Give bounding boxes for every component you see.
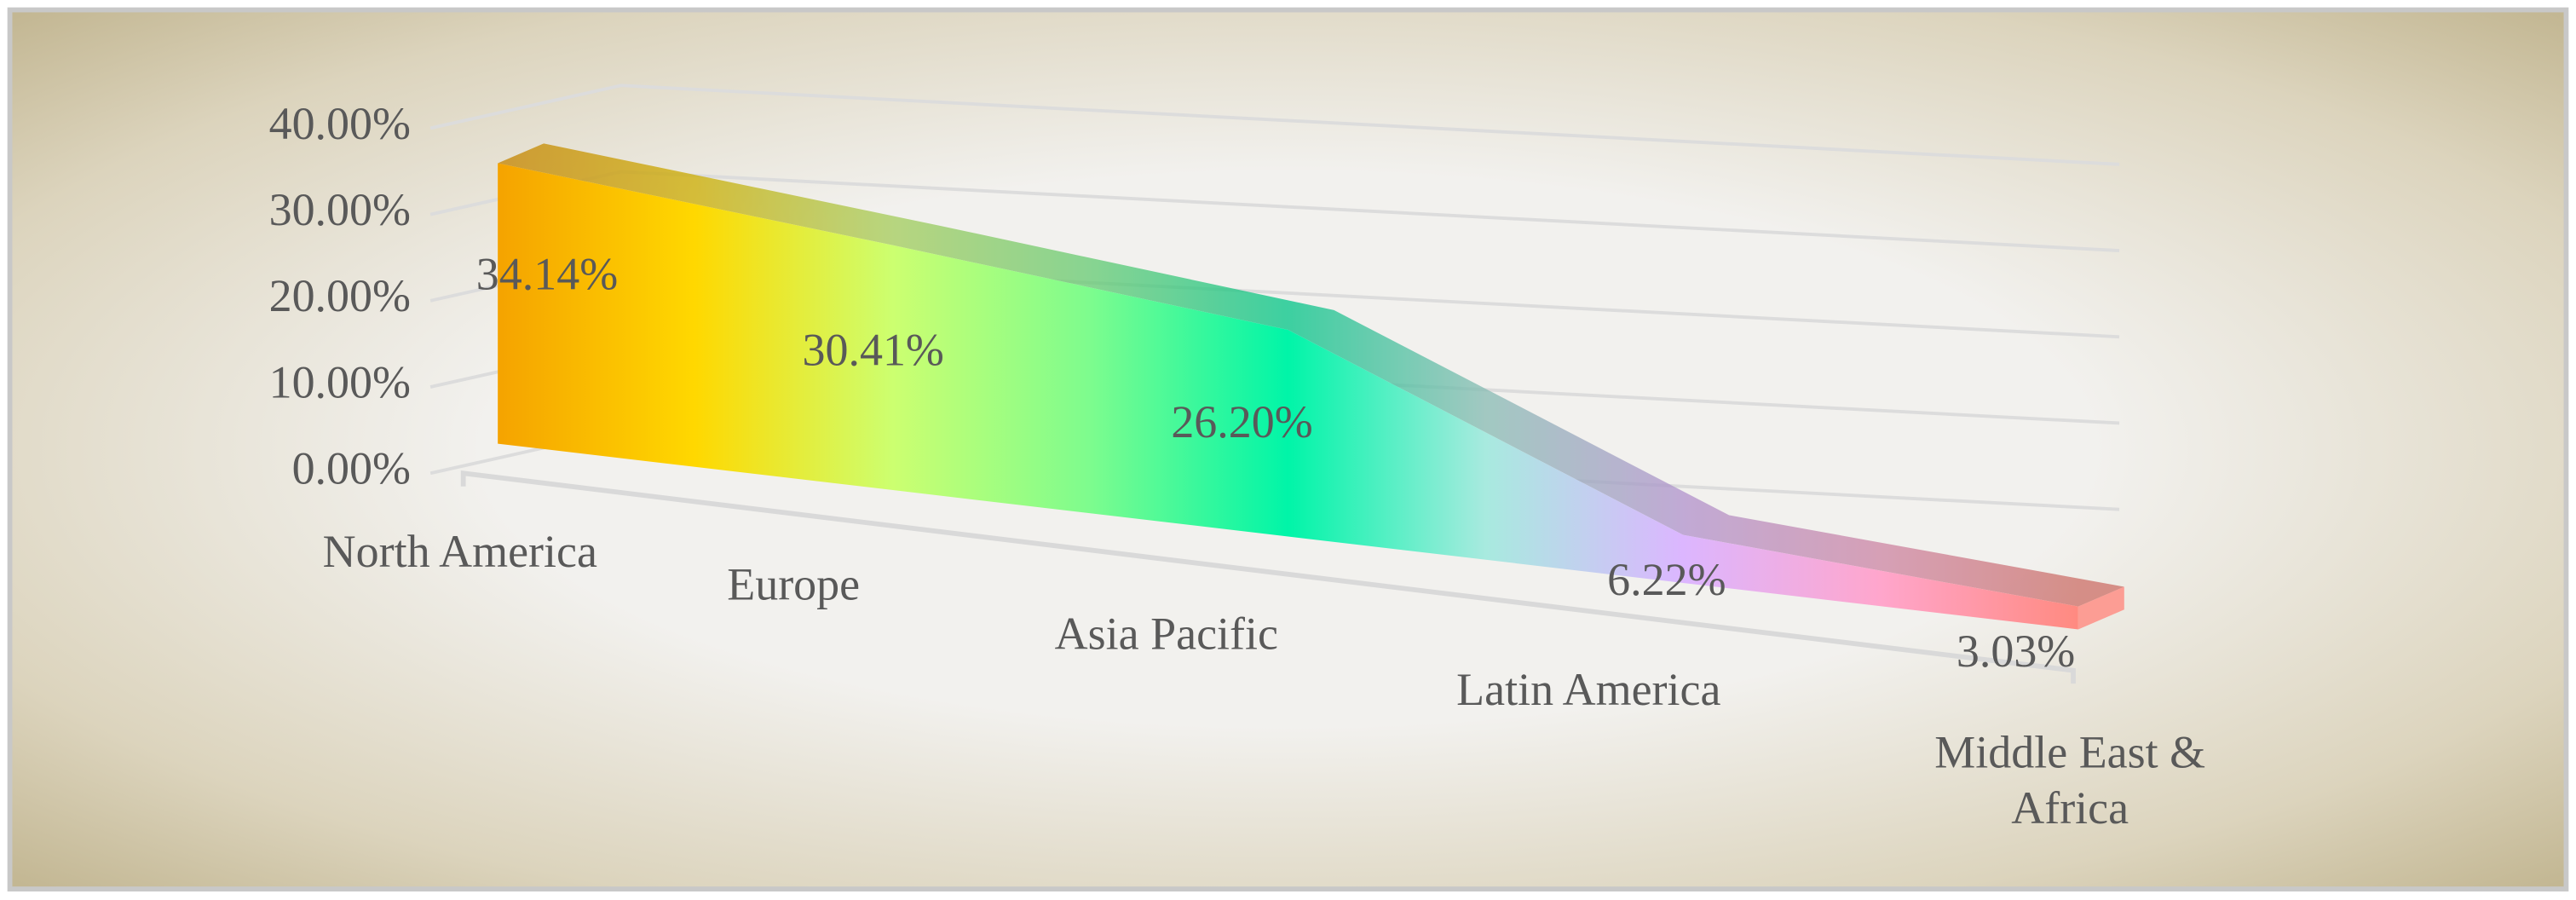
area-side-face <box>2078 586 2124 630</box>
y-tick-label: 0.00% <box>292 443 411 494</box>
x-tick-label-box: Asia Pacific <box>1054 609 1278 661</box>
data-label: 6.22% <box>1607 554 1726 605</box>
y-tick-label: 20.00% <box>269 270 411 321</box>
x-tick-label: Middle East & Africa <box>1934 728 2206 835</box>
data-label: 26.20% <box>1171 396 1312 447</box>
x-tick-label-box: Middle East & Africa <box>1934 728 2206 835</box>
x-tick-label-box: Latin America <box>1456 665 1721 717</box>
y-tick-label: 10.00% <box>269 356 411 407</box>
x-tick-label: Latin America <box>1456 665 1721 717</box>
x-tick-label-box: North America <box>322 527 597 579</box>
x-tick-label: Europe <box>727 560 861 612</box>
x-tick-label-box: Europe <box>727 560 861 612</box>
x-tick-label: North America <box>322 527 597 579</box>
data-label: 30.41% <box>803 324 944 375</box>
y-tick-label: 30.00% <box>269 184 411 235</box>
x-tick-label: Asia Pacific <box>1054 609 1278 661</box>
grid-line <box>429 84 2120 166</box>
data-label: 3.03% <box>1956 626 2075 677</box>
area-top-face <box>498 143 2124 607</box>
category-axis <box>460 470 2076 684</box>
y-tick-label: 40.00% <box>269 98 411 149</box>
area-front-face <box>498 163 2078 630</box>
data-label: 34.14% <box>476 248 618 299</box>
